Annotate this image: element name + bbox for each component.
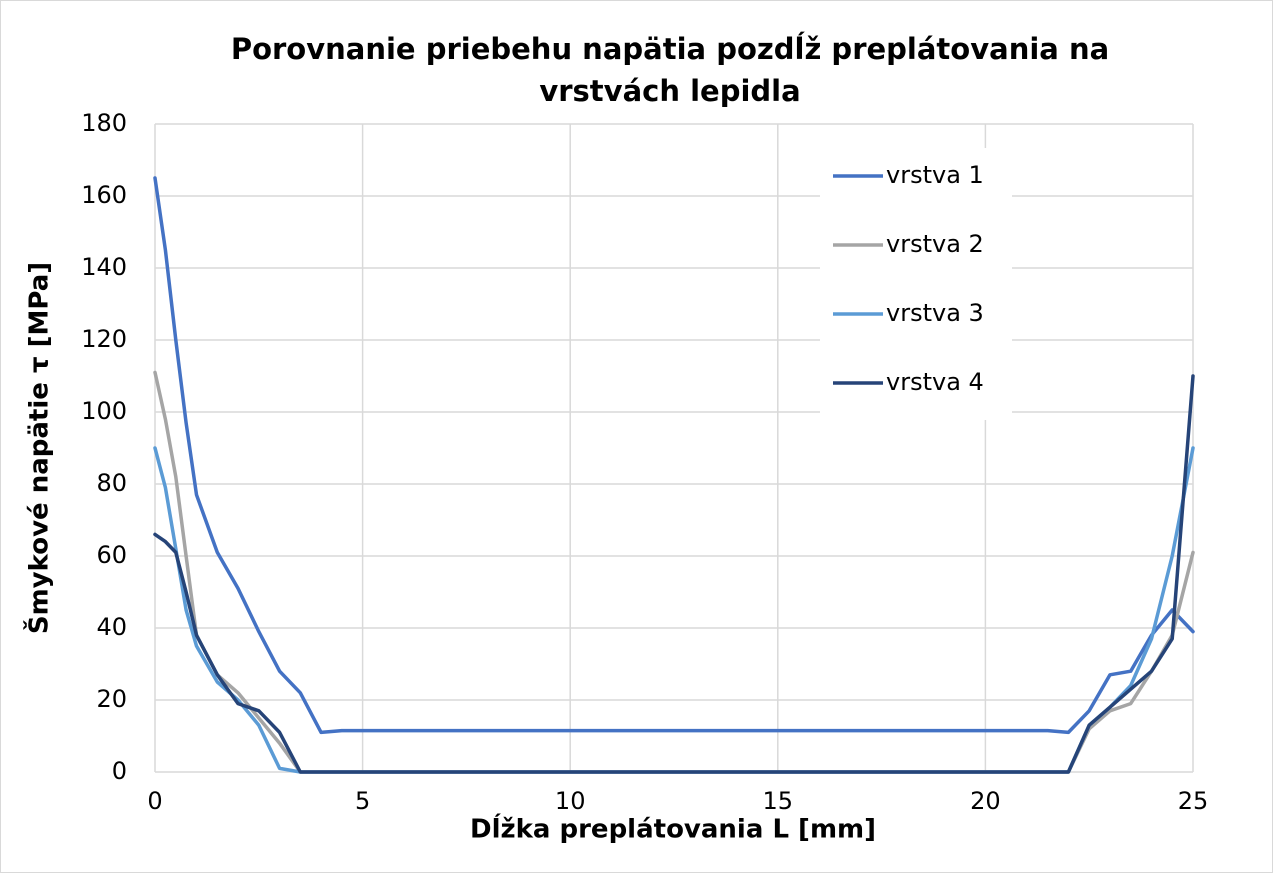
- chart-title: Porovnanie priebehu napätia pozdĺž prepl…: [230, 32, 1110, 108]
- legend-label: vrstva 4: [886, 368, 984, 396]
- y-tick-label: 180: [81, 109, 127, 137]
- lines: [153, 176, 1195, 774]
- x-axis-label: Dĺžka preplátovania L [mm]: [470, 813, 876, 845]
- y-tick-label: 20: [96, 685, 127, 713]
- y-tick-label: 120: [81, 325, 127, 353]
- x-tick-label: 15: [763, 787, 794, 815]
- x-tick-label: 5: [355, 787, 370, 815]
- y-tick-label: 60: [96, 541, 127, 569]
- y-axis-label: Šmykové napätie τ [MPa]: [23, 262, 55, 634]
- y-tick-label: 140: [81, 253, 127, 281]
- legend-label: vrstva 2: [886, 230, 984, 258]
- legend-label: vrstva 1: [886, 161, 984, 189]
- series-line: [153, 176, 1195, 735]
- y-tick-label: 80: [96, 469, 127, 497]
- x-tick-label: 25: [1178, 787, 1209, 815]
- y-tick-label: 100: [81, 397, 127, 425]
- x-tick-label: 10: [555, 787, 586, 815]
- legend-box: [820, 148, 1012, 420]
- legend-label: vrstva 3: [886, 299, 984, 327]
- y-tick-label: 40: [96, 613, 127, 641]
- y-tick-label: 0: [112, 757, 127, 785]
- y-tick-label: 160: [81, 181, 127, 209]
- series-line: [153, 374, 1195, 774]
- x-tick-label: 20: [970, 787, 1001, 815]
- x-tick-label: 0: [147, 787, 162, 815]
